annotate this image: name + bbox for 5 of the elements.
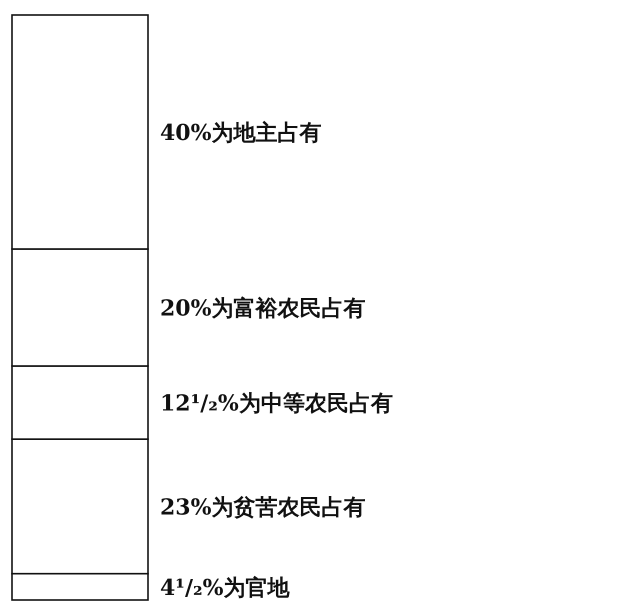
series-label: 40%为地主占有 — [160, 120, 322, 146]
series-label: 20%为富裕农民占有 — [160, 296, 366, 322]
series-label: 12¹/₂%为中等农民占有 — [160, 390, 393, 417]
series-label: 4¹/₂%为官地 — [160, 574, 291, 601]
series-label: 23%为贫苦农民占有 — [160, 494, 366, 520]
